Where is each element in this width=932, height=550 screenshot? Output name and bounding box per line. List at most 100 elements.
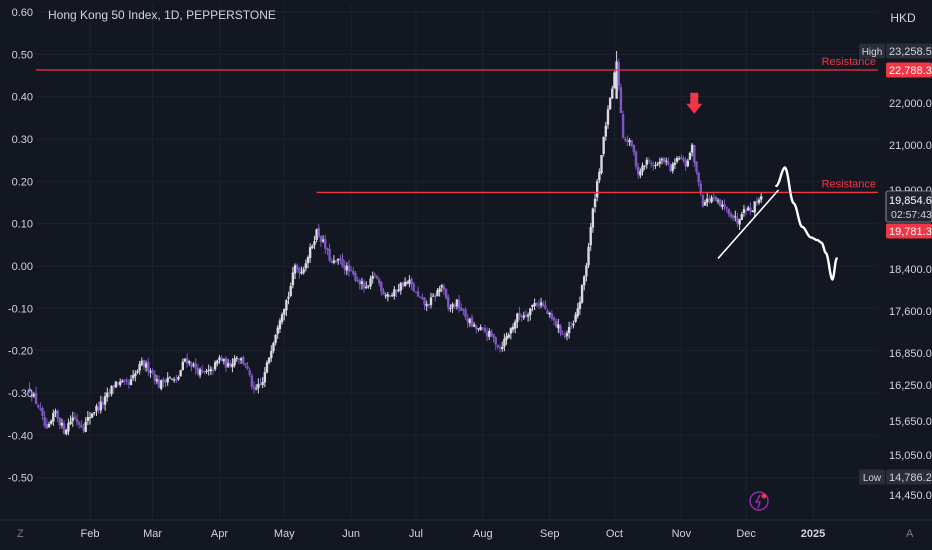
candle-body <box>628 140 631 143</box>
candle-body <box>449 307 452 310</box>
candle-body <box>729 213 733 217</box>
candle-body <box>723 204 726 207</box>
candle-body <box>535 302 538 306</box>
left-axis-tick-label: -0.10 <box>8 303 33 315</box>
candle-body <box>354 272 357 281</box>
currency-button[interactable]: HKD <box>883 6 923 30</box>
candle-body <box>319 236 323 242</box>
candle-body <box>172 379 176 381</box>
auto-scale-button[interactable]: A <box>906 528 914 540</box>
candle-body <box>619 87 623 114</box>
candle-body <box>112 385 115 388</box>
candle-body <box>181 361 185 371</box>
candle-body <box>90 413 94 418</box>
candle-body <box>643 165 646 167</box>
right-axis-tick-label: 14,450.0 <box>889 490 932 502</box>
candle-body <box>101 402 105 405</box>
candle-body <box>587 246 590 266</box>
candle-body <box>295 265 299 269</box>
candle-body <box>526 314 530 317</box>
candle-body <box>157 379 161 388</box>
candle-body <box>606 109 610 125</box>
brand-logo-icon[interactable] <box>749 491 769 511</box>
candle-body <box>686 160 690 167</box>
candle-body <box>576 308 579 317</box>
candle-body <box>151 370 154 373</box>
candle-body <box>425 303 428 307</box>
left-axis-tick-label: 0.10 <box>12 219 33 231</box>
candle-body <box>80 424 83 428</box>
candle-body <box>524 315 528 317</box>
candle-body <box>285 300 288 311</box>
candle-body <box>347 265 351 272</box>
candle-body <box>308 247 312 259</box>
down-arrow-marker <box>686 92 703 114</box>
candle-body <box>220 357 223 362</box>
candle-body <box>416 291 420 297</box>
candle-body <box>434 295 437 298</box>
candle-body <box>123 379 126 381</box>
candle-body <box>665 160 668 162</box>
resistance-label: Resistance <box>822 178 876 190</box>
candle-body <box>332 260 336 263</box>
candle-body <box>561 334 564 336</box>
candle-body <box>194 363 197 369</box>
candle-body <box>442 286 446 290</box>
right-axis-tick-label: 17,600.0 <box>889 306 932 318</box>
candle-body <box>114 381 118 388</box>
candle-body <box>712 196 715 198</box>
candle-body <box>140 360 143 366</box>
candle-body <box>313 241 316 246</box>
candle-body <box>505 336 508 340</box>
candle-body <box>78 422 81 425</box>
timezone-corner-label[interactable]: Z <box>17 528 24 540</box>
projection-path <box>775 166 838 281</box>
candle-body <box>386 294 390 297</box>
candle-body <box>326 248 329 250</box>
candle-body <box>511 326 515 330</box>
candle-body <box>649 162 653 164</box>
candle-body <box>185 357 189 364</box>
candle-body <box>667 161 670 165</box>
x-axis-tick-label: Nov <box>672 528 692 540</box>
candle-body <box>680 157 683 160</box>
candle-body <box>552 317 556 321</box>
candle-body <box>293 265 297 274</box>
candle-body <box>231 363 234 368</box>
candle-body <box>39 408 42 410</box>
candle-body <box>641 165 644 172</box>
candle-body <box>324 239 327 249</box>
current-price-value: 19,781.3 <box>889 226 932 238</box>
candle-body <box>60 422 64 426</box>
candle-body <box>306 257 310 264</box>
candle-body <box>636 166 640 175</box>
candle-body <box>675 157 679 162</box>
currency-label: HKD <box>890 11 916 25</box>
candle-body <box>658 161 661 164</box>
candle-body <box>168 377 172 379</box>
candle-body <box>602 136 605 154</box>
high-value-bg <box>886 43 932 59</box>
left-axis-tick-label: -0.50 <box>8 473 33 485</box>
candle-body <box>600 155 603 173</box>
candle-body <box>211 370 215 372</box>
candle-body <box>757 199 761 203</box>
candle-body <box>73 416 77 419</box>
candle-body <box>533 303 536 307</box>
candle-body <box>593 198 597 208</box>
candle-body <box>419 296 422 298</box>
last-price-value: 19,854.6 <box>889 195 932 207</box>
candle-body <box>365 286 368 289</box>
candle-body <box>589 227 592 246</box>
candle-body <box>166 377 169 383</box>
candle-body <box>205 371 208 373</box>
candle-body <box>645 159 649 165</box>
candle-body <box>375 276 379 279</box>
candle-body <box>460 307 463 311</box>
candle-body <box>647 160 651 162</box>
low-tag: Low 14,786.2 <box>859 469 932 485</box>
candle-body <box>257 384 260 389</box>
candle-body <box>710 197 713 203</box>
